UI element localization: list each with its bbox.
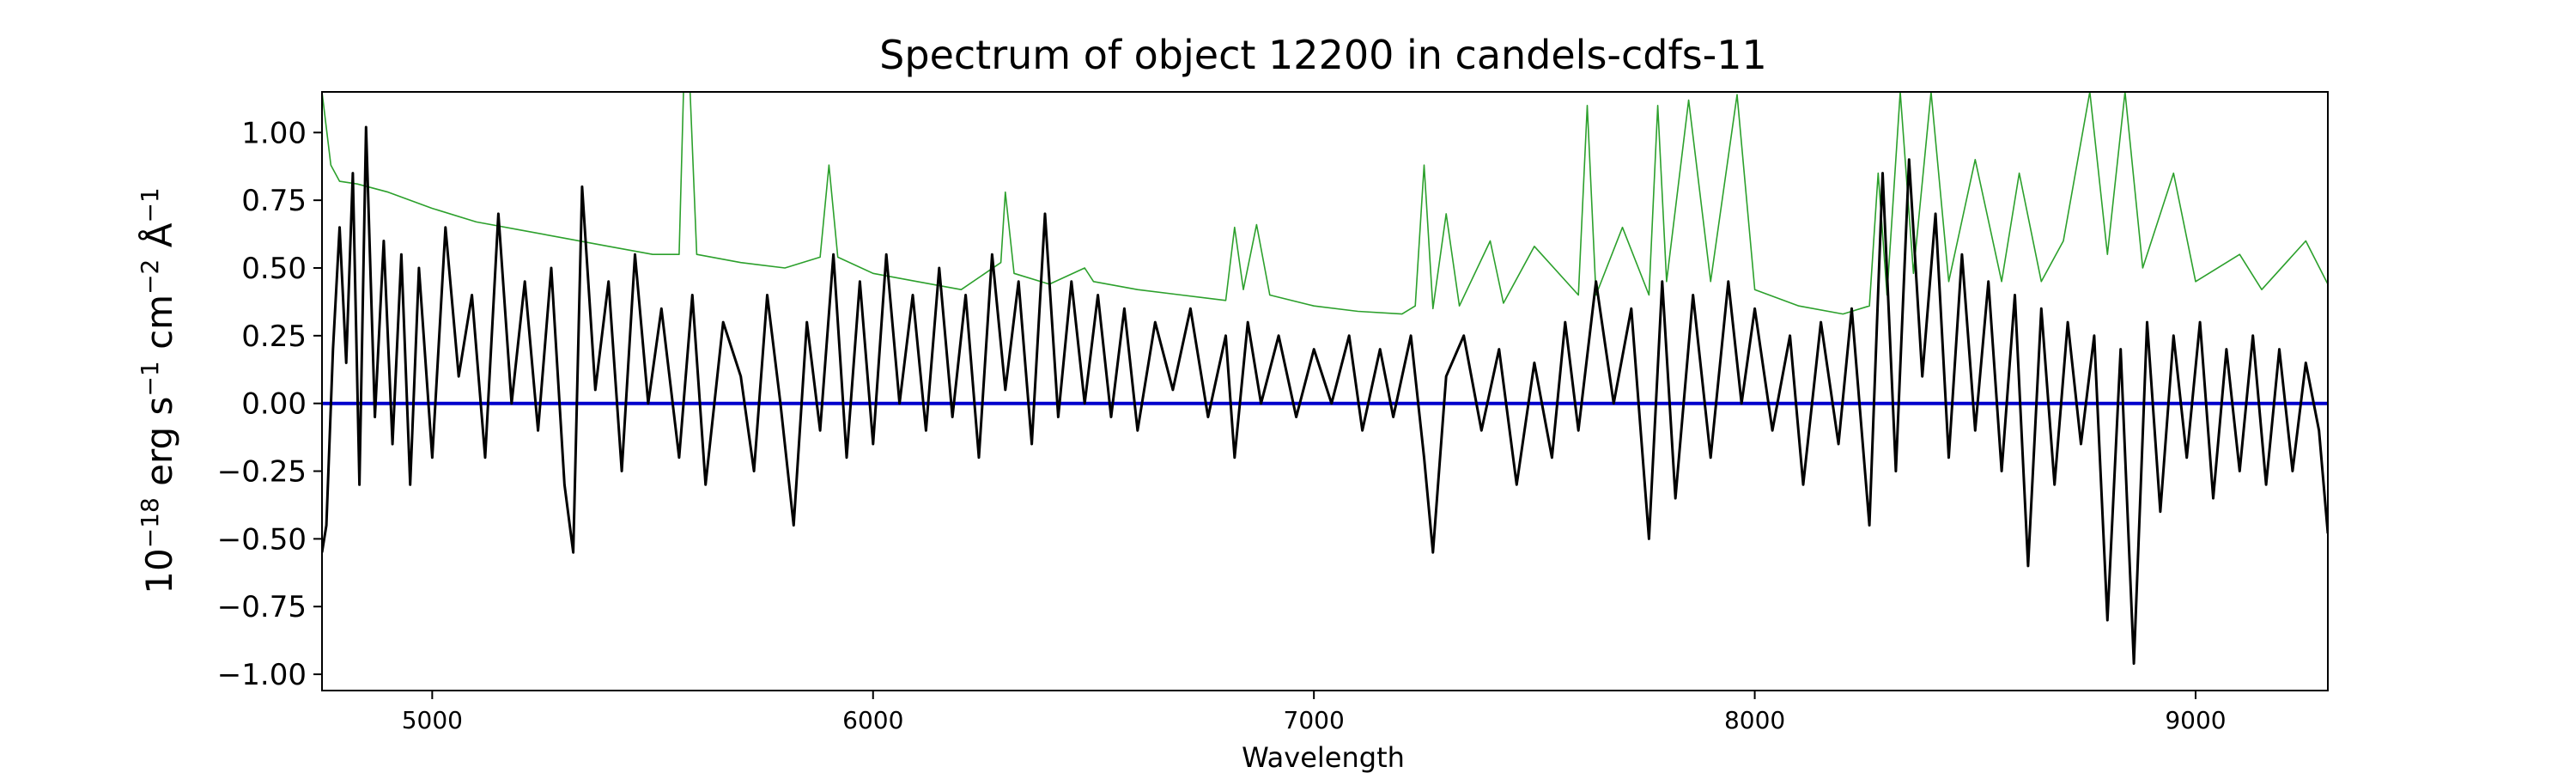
y-tick-label: 0.25 xyxy=(241,320,307,354)
x-tick-label: 9000 xyxy=(2165,706,2226,734)
y-label-exp3: −2 xyxy=(136,259,164,295)
x-axis-label: Wavelength xyxy=(1242,741,1405,773)
x-tick-label: 7000 xyxy=(1284,706,1345,734)
y-tick-label: 1.00 xyxy=(241,116,307,150)
y-tick-label: 0.75 xyxy=(241,184,307,218)
y-tick-label: 0.00 xyxy=(241,387,307,422)
y-label-part2: cm xyxy=(138,295,180,361)
y-axis: 1.00 0.75 0.50 0.25 0.00 −0.25 −0.50 −0.75 −1.00 xyxy=(217,116,322,692)
x-tick-label: 8000 xyxy=(1724,706,1785,734)
x-tick-label: 6000 xyxy=(842,706,903,734)
x-tick-label: 5000 xyxy=(402,706,463,734)
y-tick-label: −1.00 xyxy=(217,658,307,692)
y-tick-label: −0.25 xyxy=(217,455,307,490)
error-line xyxy=(322,92,2328,315)
flux-line xyxy=(322,125,2328,665)
plot-frame xyxy=(321,91,2329,691)
y-label-exp4: −1 xyxy=(136,187,164,222)
y-label-exp2: −1 xyxy=(136,361,164,396)
y-label-part3: Å xyxy=(137,222,180,259)
y-axis-label: 10−18 erg s−1 cm−2 Å−1 xyxy=(136,187,180,593)
y-tick-label: −0.75 xyxy=(217,590,307,624)
y-label-base: 10 xyxy=(138,548,180,593)
x-axis: 5000 6000 7000 8000 9000 xyxy=(402,691,2227,734)
chart-title: Spectrum of object 12200 in candels-cdfs… xyxy=(879,32,1767,78)
series-layer xyxy=(322,92,2328,665)
y-tick-label: −0.50 xyxy=(217,522,307,557)
y-label-exp1: −18 xyxy=(136,497,164,548)
y-tick-label: 0.50 xyxy=(241,252,307,286)
y-label-part1: erg s xyxy=(138,397,180,498)
